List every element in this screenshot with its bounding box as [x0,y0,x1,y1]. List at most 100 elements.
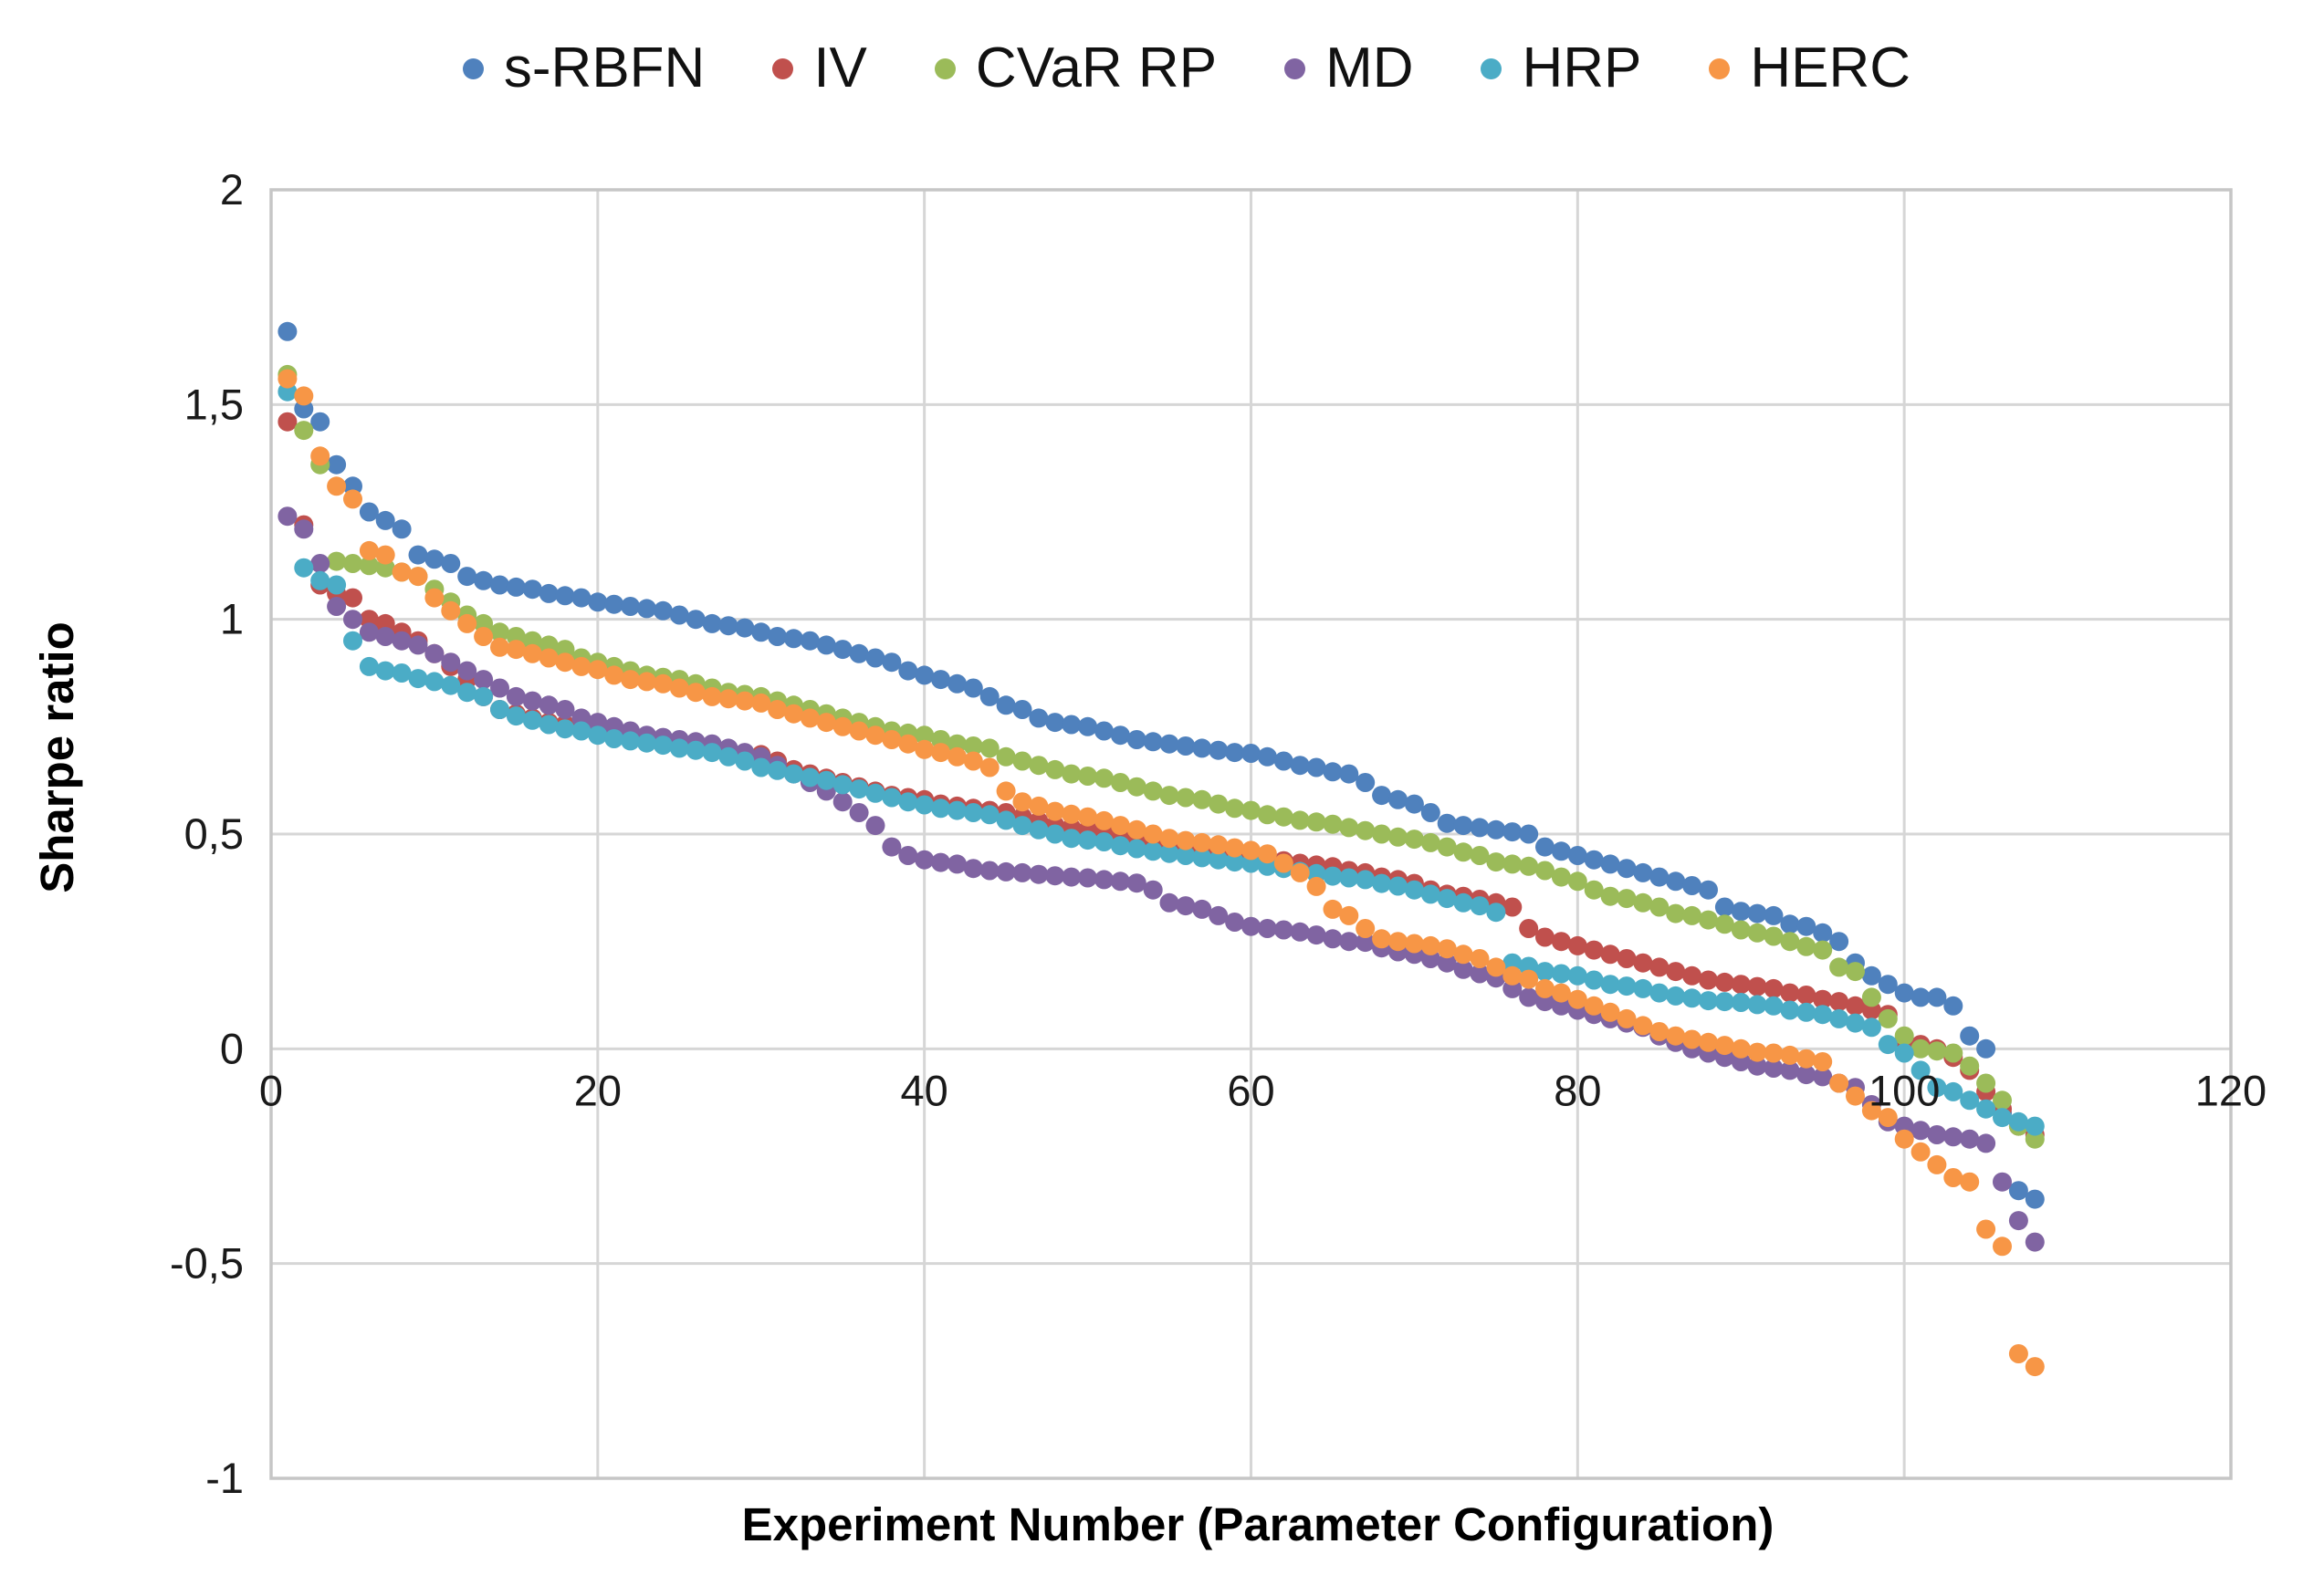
data-point [1453,816,1473,836]
data-point [865,725,885,746]
data-point [1796,936,1816,956]
data-point [1225,852,1245,872]
data-point [1192,832,1212,852]
data-point [457,613,477,633]
series-marker-icon [1481,57,1502,79]
data-point [1094,721,1114,741]
data-point [1682,905,1702,925]
data-point [1519,919,1539,938]
data-point [343,588,362,608]
data-point [1747,903,1767,923]
data-point [1747,995,1767,1015]
data-point [832,775,853,795]
data-point [1159,843,1179,863]
data-point [1976,1099,1996,1119]
data-point [1617,1008,1637,1028]
data-point [1960,1090,1980,1111]
data-point [1780,932,1800,952]
data-point [343,554,362,573]
data-point [882,730,902,749]
data-point [1813,1005,1833,1025]
data-point [1666,986,1686,1006]
data-point [1829,1008,1849,1028]
series-marker-icon [1284,57,1306,79]
data-point [1225,913,1245,932]
data-point [1927,1078,1947,1098]
data-point [1894,1129,1914,1149]
x-axis-tick-labels: 0 20 40 60 80 100 120 [259,1066,2266,1114]
data-point [1764,996,1784,1016]
data-point [1062,867,1082,887]
series-iv [277,412,2045,1144]
data-point [1584,880,1604,900]
data-point [2025,1116,2045,1136]
data-point [800,631,820,651]
data-point [702,613,722,633]
data-point [1617,949,1637,968]
data-point [849,721,869,741]
data-point [1714,972,1734,992]
data-point [1078,868,1098,888]
data-point [882,788,902,808]
data-point [1976,1133,1996,1153]
data-point [686,683,706,703]
data-point [408,545,428,565]
data-point [751,757,771,777]
data-point [1078,830,1098,850]
data-point [1960,1056,1980,1076]
data-point [1453,842,1473,862]
data-point [1682,988,1702,1008]
x-tick-label: 60 [1227,1066,1274,1114]
data-point [816,713,836,733]
x-tick-label: 0 [259,1066,283,1114]
data-point [1012,751,1032,771]
data-point [474,686,494,706]
data-point [1699,910,1718,930]
data-point [375,510,395,530]
data-point [1225,798,1245,819]
data-point [1126,873,1146,893]
data-point [1029,756,1049,776]
gridlines [269,188,2233,1480]
data-point [996,861,1016,882]
data-point [1110,871,1130,892]
data-point [1649,1022,1670,1041]
data-point [1437,889,1457,909]
data-point [996,746,1016,767]
data-point [1551,983,1571,1003]
data-point [375,545,395,565]
data-point [816,770,836,790]
data-point [343,489,362,509]
data-point [1420,884,1440,904]
data-point [1519,987,1539,1007]
data-point [816,635,836,655]
data-point [1764,1043,1784,1063]
x-tick-label: 40 [901,1066,948,1114]
data-point [1584,996,1604,1016]
y-axis-tick-labels: 2 1,5 1 0,5 0 -0,5 -1 [170,165,244,1502]
data-point [832,792,853,812]
data-point [1273,751,1293,771]
data-point [996,695,1016,715]
data-point [1356,773,1376,792]
data-point [1209,905,1229,925]
data-point [1339,818,1359,838]
data-point [931,798,951,819]
data-point [522,579,542,600]
data-point [1176,830,1196,850]
data-point [571,656,591,676]
legend-label: CVaR RP [975,37,1218,99]
data-point [1796,1002,1816,1022]
data-point [1633,1016,1653,1036]
data-point [882,837,902,857]
data-point [1372,824,1392,844]
data-point [1600,1002,1620,1022]
data-point [1633,953,1653,973]
data-point [424,588,445,608]
data-point [915,665,935,685]
data-point [506,640,526,660]
data-point [653,600,673,621]
data-point [1486,903,1506,923]
data-point [702,743,722,763]
